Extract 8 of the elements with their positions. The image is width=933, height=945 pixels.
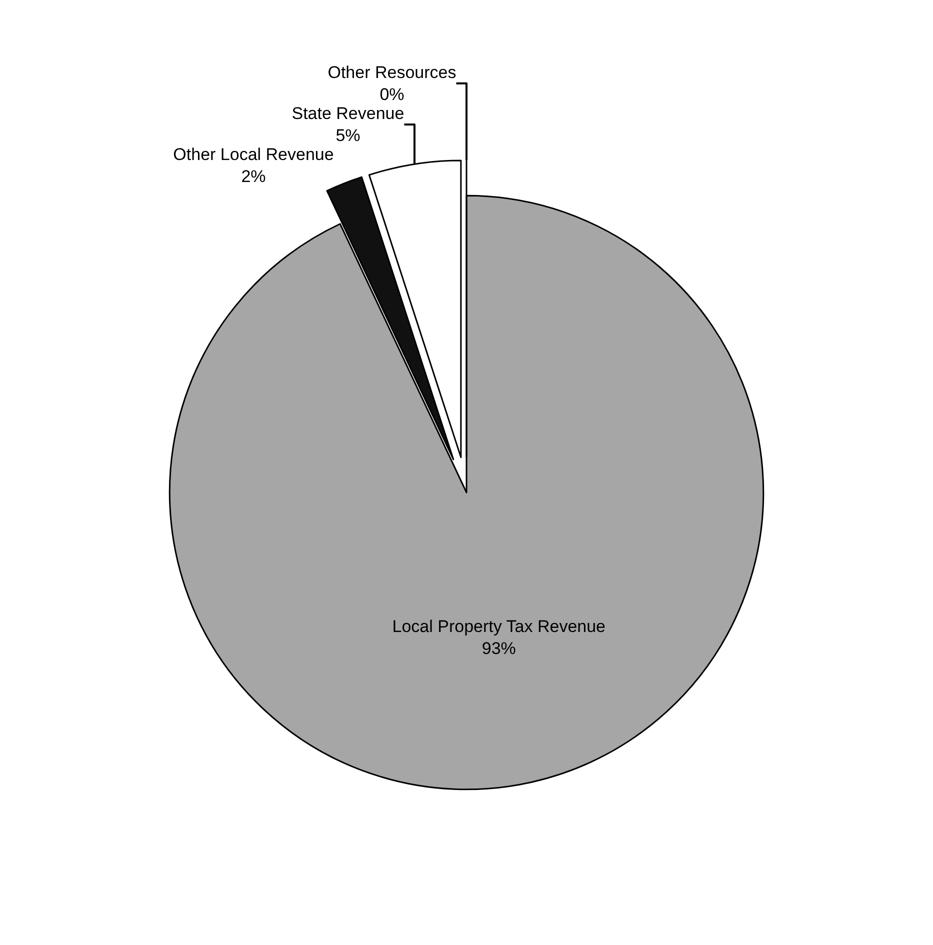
category-label: Other Resources bbox=[328, 62, 456, 82]
data-label: 5% bbox=[336, 126, 360, 146]
slice-label: Local Property Tax Revenue bbox=[392, 616, 606, 636]
data-label: 2% bbox=[241, 167, 266, 186]
data-label: 93% bbox=[482, 638, 516, 658]
text: 0% bbox=[380, 84, 404, 104]
slice-label: State Revenue bbox=[292, 104, 404, 123]
slice-label: Other Local Revenue bbox=[173, 145, 334, 164]
